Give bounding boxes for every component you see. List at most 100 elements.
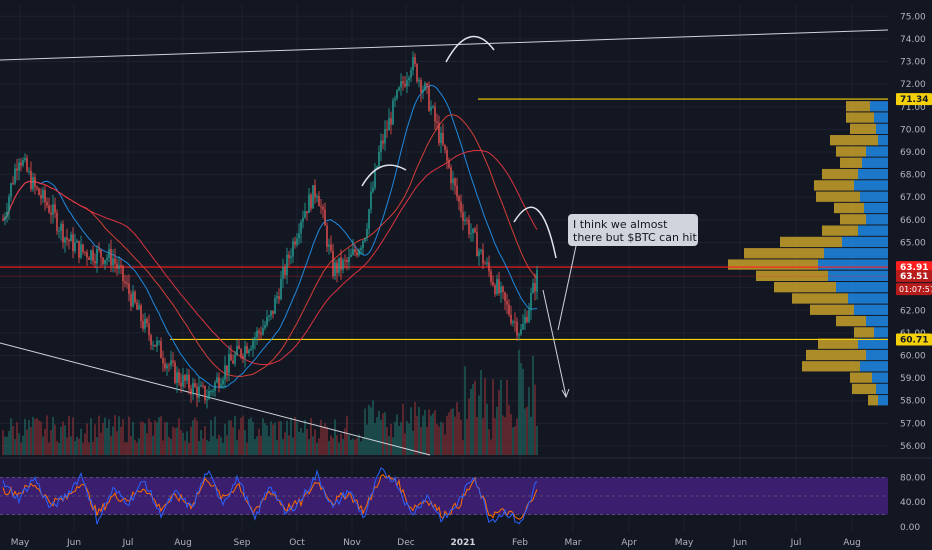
moving-average-line [2,84,538,388]
volume-bar [122,419,124,455]
volume-bar [56,440,58,455]
volume-bar [286,420,288,455]
level-price-tag-bg [896,333,932,346]
volume-bar [334,419,336,455]
arc-drawing[interactable] [445,35,495,63]
volume-bar [160,416,162,455]
upper-trendline[interactable] [0,29,889,61]
volume-bar [392,437,394,455]
candle-body [110,248,112,266]
time-tick-label: Oct [289,538,305,548]
volume-bar [254,438,256,455]
volume-bar [444,434,446,455]
candle-body [274,298,276,314]
candle-body [280,278,282,300]
candle-body [398,87,400,91]
projection-arrow-head [561,388,570,399]
candle-body [40,195,42,199]
annotation-line-1: I think we almost [573,218,668,231]
price-tick-label: 71.00 [900,103,926,113]
volume-bar [36,418,38,455]
volume-bar [288,435,290,455]
profile-down [834,202,864,214]
volume-bar [336,435,338,455]
candle-body [494,285,496,295]
volume-bar [280,421,282,455]
volume-bar [430,415,432,455]
volume-bar [52,417,54,455]
candle-body [330,244,332,251]
volume-bar [198,441,200,455]
volume-bar [300,427,302,455]
candle-body [90,250,92,260]
volume-bar [226,435,228,455]
volume-bar [316,442,318,455]
candle-body [310,194,312,209]
volume-bar [212,436,214,455]
candle-body [350,254,352,257]
volume-bar [106,427,108,455]
candle-body [244,346,246,358]
candle-body [364,238,366,242]
candle-body [292,241,294,257]
arc-drawing[interactable] [513,206,557,259]
rsi-axis: 80.00 40.00 0.00 [900,473,926,533]
candle-body [332,250,334,277]
candle-body [128,283,130,295]
candle-body [478,251,480,257]
candle-body [264,325,266,329]
candle-body [418,80,420,82]
profile-down [846,101,870,112]
volume-bar [480,369,482,455]
drawings [361,35,577,399]
volume-bar [134,440,136,455]
volume-bar [346,415,348,455]
candle-body [248,349,250,354]
volume-bar [432,413,434,455]
candle-body [464,219,466,221]
volume-bar [450,408,452,455]
candle-body [158,341,160,343]
volume-bar [512,427,514,455]
volume-bar [234,416,236,455]
candle-body [250,348,252,350]
candle-body [52,204,54,215]
volume-bar [456,402,458,455]
volume-bar [420,427,422,455]
candle-body [190,388,192,395]
moving-averages [2,84,538,388]
volume-bar [472,384,474,455]
volume-bar [530,416,532,455]
candle-body [26,157,28,172]
candle-body [272,310,274,314]
candle-body [534,283,536,292]
volume-bar [528,387,530,455]
volume-bar [448,412,450,455]
candle-body [388,118,390,131]
volume-bar [534,384,536,455]
candle-body [32,177,34,190]
volume-bar [314,429,316,455]
lower-trendline[interactable] [0,342,431,456]
candle-body [234,354,236,364]
time-axis[interactable]: May Jun Jul Aug Sep Oct Nov Dec 2021 Feb Mar Apr May… [11,538,861,548]
price-axis[interactable]: 75.00 74.00 73.00 72.00 71.00 70.00 69.00 68.00… [900,12,926,452]
volume-bar [76,436,78,455]
volume-bar [38,420,40,455]
candle-body [316,196,318,198]
candle-body [404,83,406,87]
annotation-note[interactable]: I think we almost there but $BTC can hit… [568,214,749,246]
volume-bar [522,368,524,455]
volume-bar [220,437,222,455]
projection-arrow[interactable] [542,289,567,397]
volume-bar [428,409,430,455]
arc-drawing[interactable] [361,164,407,187]
volume-bar [184,440,186,455]
volume-bar [238,429,240,455]
profile-up [854,180,888,191]
volume-bar [524,408,526,455]
volume-bar [368,404,370,455]
candle-body [438,123,440,144]
volume-bar [26,429,28,455]
